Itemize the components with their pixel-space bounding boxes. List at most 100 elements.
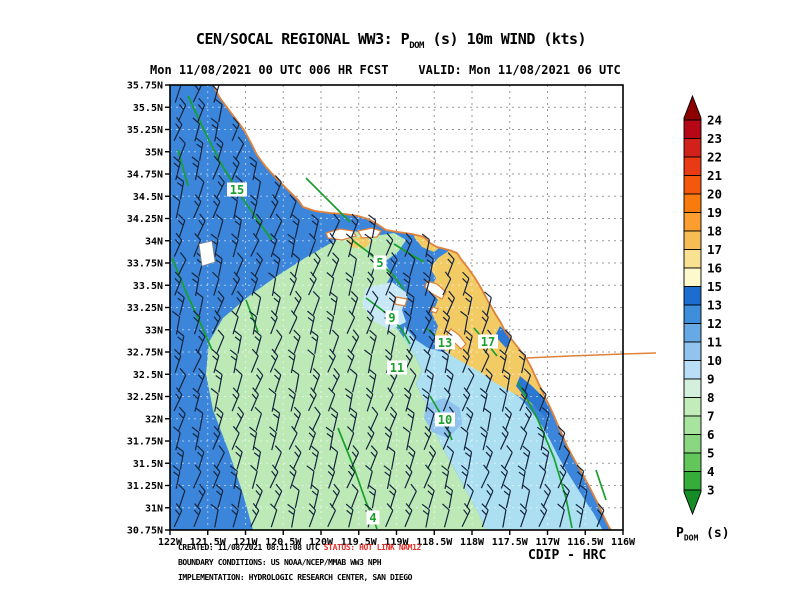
colorbar-cell [683,193,702,213]
y-axis-tick-label: 32.5N [133,370,163,381]
y-axis-tick-label: 34N [145,236,163,247]
contour-label-box [387,360,407,375]
y-axis-tick-label: 32.75N [127,348,163,359]
colorbar-tick-label: 15 [707,279,722,294]
y-axis-tick-label: 31N [145,503,163,514]
colorbar-cell [683,378,702,398]
us-mexico-border-line [525,352,657,359]
colorbar-tick-label: 23 [707,131,722,146]
title-suffix: (s) 10m WIND (kts) [423,30,587,48]
colorbar-cell [683,434,702,454]
contour-label: 9 [388,311,395,325]
y-axis-tick-label: 35.75N [127,81,163,92]
x-axis-tick-label: 117.5W [492,537,529,548]
colorbar: 24 23 22 21 20 19 18 17 16 15 13 12 11 10 9 8 7 6 5 4 3 [683,94,722,516]
y-axis-tick-label: 31.75N [127,437,163,448]
axes: 35.75N 35.5N 35.25N 35N 34.75N 34.5N 34.25N 34N… [127,81,636,549]
colorbar-title-suffix: (s) [698,526,730,541]
y-axis-tick-label: 31.25N [127,481,163,492]
colorbar-tick-label: 11 [707,335,722,350]
credits-block: CREATED: 11/08/2021 08:11:08 UTC STATUS:… [178,544,421,582]
colorbar-cell [683,323,702,343]
created-text: CREATED: 11/08/2021 08:11:08 UTC [178,543,324,552]
org-label: CDIP - HRC [528,548,607,563]
pdom-18s-yellow-patch-channel [348,236,372,249]
contour-label-box [385,310,399,325]
y-axis-tick-label: 30.75N [127,526,163,537]
colorbar-cell [683,230,702,250]
colorbar-tick-label: 7 [707,409,715,424]
island-catalina [424,280,447,300]
x-axis-tick-label: 122W [158,537,183,548]
pdom-8s-green [206,231,486,530]
y-axis-tick-label: 33N [145,325,163,336]
y-axis-tick-label: 34.75N [127,170,163,181]
y-axis-tick-label: 35.5N [133,103,163,114]
colorbar-tick-label: 12 [707,316,722,331]
y-axis-tick-label: 34.25N [127,214,163,225]
y-axis-tick-label: 33.5N [133,281,163,292]
colorbar-tick-label: 8 [707,390,715,405]
contour-label-box [435,412,455,427]
valid-time: VALID: Mon 11/08/2021 06 UTC [418,63,621,77]
colorbar-cell [683,360,702,380]
colorbar-title: PDOM (s) [676,526,730,543]
title-prefix: CEN/SOCAL REGIONAL WW3: P [195,30,410,48]
colorbar-tick-label: 18 [707,224,722,239]
y-axis-tick-label: 35.25N [127,125,163,136]
island-santa-barbara-island [430,306,439,314]
colorbar-tick-label: 17 [707,242,722,257]
wind-barbs [172,85,605,528]
colorbar-arrow-top [683,94,702,121]
colorbar-cell [683,471,702,491]
contour-label-box [478,334,498,349]
implementation-text: IMPLEMENTATION: HYDROLOGIC RESEARCH CENT… [178,573,413,583]
y-axis-tick-label: 35N [145,147,163,158]
contour-label: 15 [230,183,244,197]
colorbar-title-subscript: DOM [683,533,699,543]
colorbar-tick-label: 20 [707,187,722,202]
contour-label-box [227,182,247,197]
colorbar-cell [683,397,702,417]
colorbar-cell [683,212,702,232]
colorbar-cell [683,138,702,158]
colorbar-tick-label: 4 [707,464,715,479]
colorbar-tick-label: 10 [707,353,722,368]
x-axis-tick-label: 119.5W [341,537,378,548]
colorbar-tick-label: 24 [707,113,722,128]
contour-label: 10 [438,413,452,427]
y-axis-tick-label: 33.25N [127,303,163,314]
contour-label-box [435,335,455,350]
y-axis-tick-label: 33.75N [127,259,163,270]
colorbar-cell [683,452,702,472]
contour-label: 11 [390,361,404,375]
x-axis-tick-label: 121.5W [190,537,227,548]
y-axis-tick-label: 34.5N [133,192,163,203]
colorbar-cell [683,286,702,306]
forecast-time-line: Mon 11/08/2021 00 UTC 006 HR FCST VALID: … [150,63,621,77]
colorbar-cell [683,156,702,176]
colorbar-cell [683,304,702,324]
colorbar-tick-label: 21 [707,168,722,183]
title-subscript: DOM [409,41,424,51]
colorbar-tick-label: 3 [707,483,715,498]
x-axis-tick-label: 119W [384,537,409,548]
y-axis-tick-label: 31.5N [133,459,163,470]
y-axis-tick-label: 32.25N [127,392,163,403]
colorbar-cell [683,119,702,139]
colorbar-cell [683,341,702,361]
x-axis-tick-label: 121W [233,537,258,548]
x-axis-tick-label: 116.5W [567,537,604,548]
colorbar-tick-label: 6 [707,427,715,442]
colorbar-cell [683,249,702,269]
contour-label: 5 [376,256,383,270]
island-santa-cruz [357,227,382,239]
contour-label: 13 [438,336,452,350]
colorbar-arrow-bottom [683,489,702,516]
data-void-patch [198,240,216,267]
init-time: Mon 11/08/2021 00 UTC 006 HR FCST [150,63,389,77]
colorbar-cell [683,415,702,435]
contour-label: 17 [481,335,495,349]
colorbar-tick-label: 19 [707,205,722,220]
